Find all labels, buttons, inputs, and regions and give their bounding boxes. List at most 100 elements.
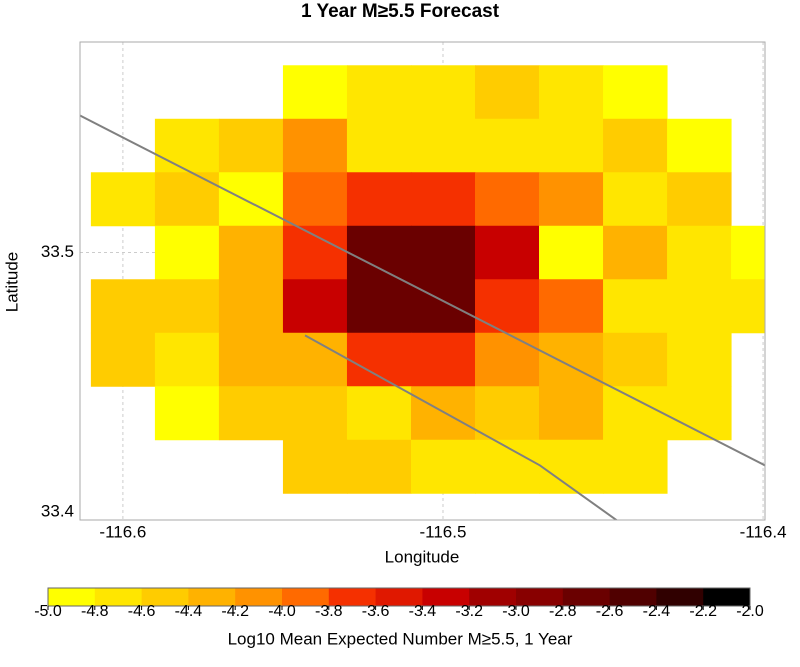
colorbar: -5.0 -4.8 -4.6 -4.4 -4.2 -4.0 -3.8 -3.6 -3.4 -3.2… <box>34 587 764 620</box>
heat-cell <box>474 439 540 494</box>
heat-cell <box>346 332 412 387</box>
colorbar-swatch <box>469 588 517 606</box>
colorbar-swatch <box>703 588 751 606</box>
heat-cell <box>667 172 732 227</box>
colorbar-tick-label: -2.6 <box>596 603 624 620</box>
heat-cell <box>474 386 540 441</box>
x-tick-label: -116.5 <box>420 522 467 541</box>
heat-cell <box>667 279 732 334</box>
colorbar-tick-label: -3.2 <box>455 603 483 620</box>
heat-cell <box>282 439 348 494</box>
colorbar-tick-label: -3.8 <box>315 603 343 620</box>
heat-cell <box>346 65 412 120</box>
heat-cell <box>603 332 668 387</box>
heat-cell <box>346 279 412 334</box>
colorbar-swatch <box>656 588 704 606</box>
colorbar-tick-label: -5.0 <box>34 603 62 620</box>
colorbar-swatch <box>609 588 657 606</box>
heat-cell <box>282 172 348 227</box>
heat-cell <box>218 279 284 334</box>
heat-cell <box>154 332 220 387</box>
colorbar-swatch <box>375 588 423 606</box>
heat-cell <box>474 332 540 387</box>
colorbar-tick-label: -3.0 <box>502 603 530 620</box>
heat-cell <box>539 118 604 173</box>
colorbar-swatch <box>94 588 143 606</box>
colorbar-tick-label: -4.0 <box>268 603 296 620</box>
heat-cell <box>346 439 412 494</box>
heat-cell <box>90 172 156 227</box>
heat-cell <box>539 386 604 441</box>
heat-cell <box>474 172 540 227</box>
heat-cell <box>603 172 668 227</box>
heat-cell <box>218 118 284 173</box>
x-tick-label: -116.4 <box>740 522 787 541</box>
heat-cell <box>282 118 348 173</box>
heat-cell <box>539 65 604 120</box>
heat-cell <box>282 279 348 334</box>
cells <box>90 65 765 494</box>
heat-cell <box>667 225 732 280</box>
heat-cell <box>539 172 604 227</box>
heat-cell <box>603 279 668 334</box>
colorbar-tick-label: -4.6 <box>128 603 156 620</box>
heat-cell <box>218 172 284 227</box>
y-tick-label: 33.5 <box>41 242 74 261</box>
heat-cell <box>410 386 476 441</box>
heat-cell <box>731 225 765 280</box>
heat-cell <box>474 118 540 173</box>
heat-cell <box>474 279 540 334</box>
colorbar-frame <box>47 587 751 607</box>
colorbar-swatch <box>562 588 611 606</box>
fault-lines <box>80 114 765 520</box>
heat-cell <box>218 386 284 441</box>
colorbar-swatch <box>235 588 283 606</box>
colorbar-tick-label: -2.4 <box>643 603 671 620</box>
heat-cell <box>539 225 604 280</box>
fault-line <box>80 114 765 467</box>
x-axis-label: Longitude <box>385 547 460 566</box>
heat-cell <box>410 439 476 494</box>
heat-cell <box>346 225 412 280</box>
chart-title: 1 Year M≥5.5 Forecast <box>301 1 500 22</box>
colorbar-swatch <box>188 588 236 606</box>
colorbar-label: Log10 Mean Expected Number M≥5.5, 1 Year <box>228 629 573 648</box>
heat-cell <box>218 225 284 280</box>
fault-line <box>304 334 618 520</box>
heat-cell <box>474 65 540 120</box>
heat-cell <box>218 332 284 387</box>
heat-cell <box>90 332 156 387</box>
heat-cell <box>154 386 220 441</box>
colorbar-swatch <box>422 588 470 606</box>
heat-cell <box>154 118 220 173</box>
heat-cell <box>603 439 668 494</box>
heat-cell <box>539 439 604 494</box>
heat-cell <box>667 118 732 173</box>
heat-cell <box>603 225 668 280</box>
colorbar-tick-label: -4.4 <box>175 603 203 620</box>
heat-cell <box>410 118 476 173</box>
heat-cell <box>282 225 348 280</box>
heat-cell <box>154 172 220 227</box>
heat-cell <box>731 279 765 334</box>
colorbar-tick-label: -2.8 <box>549 603 577 620</box>
heat-cell <box>410 332 476 387</box>
heat-cell <box>539 279 604 334</box>
colorbar-swatch <box>328 588 377 606</box>
plot-frame <box>79 41 766 521</box>
heat-cell <box>603 65 668 120</box>
colorbar-swatch <box>516 588 564 606</box>
heat-cell <box>410 279 476 334</box>
heat-cell <box>603 118 668 173</box>
heat-cell <box>346 172 412 227</box>
colorbar-swatch <box>141 588 189 606</box>
heat-cell <box>474 225 540 280</box>
colorbar-tick-label: -3.6 <box>362 603 390 620</box>
heat-cell <box>154 225 220 280</box>
heat-cell <box>346 118 412 173</box>
colorbar-tick-label: -3.4 <box>409 603 437 620</box>
colorbar-tick-label: -4.2 <box>221 603 249 620</box>
heat-cell <box>410 225 476 280</box>
